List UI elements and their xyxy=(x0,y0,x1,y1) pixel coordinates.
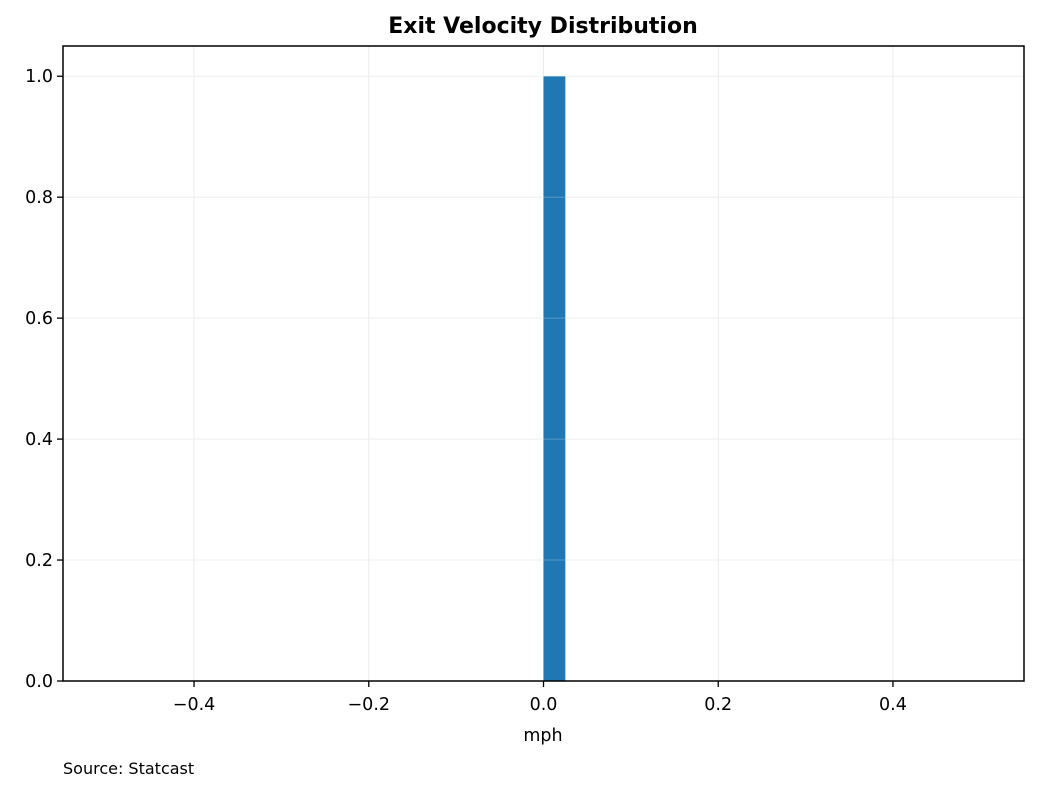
x-tick-label: 0.0 xyxy=(530,695,558,715)
y-tick-label: 0.6 xyxy=(25,309,53,329)
x-tick-label: 0.4 xyxy=(879,695,907,715)
x-tick-label: 0.2 xyxy=(704,695,732,715)
histogram-bar xyxy=(543,76,566,681)
y-tick-label: 1.0 xyxy=(25,67,53,87)
tick-layer: −0.4 −0.2 0.0 0.2 0.4 0.0 0.2 0.4 0.6 0.8 1.0 xyxy=(25,67,907,715)
y-tick-label: 0.4 xyxy=(25,430,53,450)
x-tick-label: −0.2 xyxy=(348,695,391,715)
y-tick-label: 0.0 xyxy=(25,672,53,692)
bar-layer xyxy=(63,75,1024,682)
chart-title: Exit Velocity Distribution xyxy=(388,14,697,39)
x-tick-label: −0.4 xyxy=(173,695,216,715)
y-tick-label: 0.8 xyxy=(25,188,53,208)
source-note: Source: Statcast xyxy=(63,759,194,778)
y-tick-label: 0.2 xyxy=(25,551,53,571)
plot-area-frame xyxy=(62,45,1025,682)
x-axis-label: mph xyxy=(523,726,562,746)
